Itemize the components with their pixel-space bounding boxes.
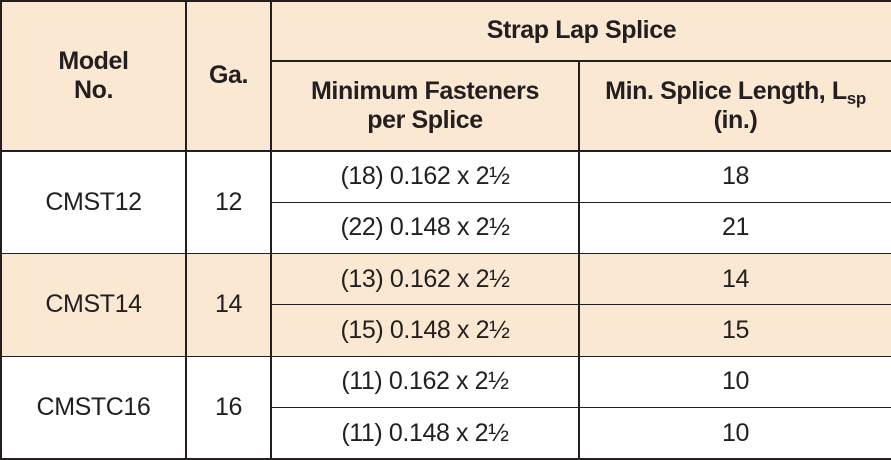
table-header: Model No. Ga. Strap Lap Splice Minimum F…	[0, 0, 891, 152]
cell-fasteners: (13) 0.162 x 2½	[270, 253, 580, 306]
cell-fasteners: (11) 0.162 x 2½	[270, 355, 580, 409]
cell-ga: 16	[185, 355, 272, 460]
cell-fasteners: (11) 0.148 x 2½	[270, 407, 580, 460]
table-row: (11) 0.148 x 2½ 10	[1, 407, 891, 460]
cell-splice-length: 18	[578, 150, 891, 203]
cell-model: CMST14	[0, 253, 187, 357]
header-ga: Ga.	[185, 0, 272, 152]
cell-splice-length: 10	[578, 355, 891, 409]
table-body: CMST12 12 (18) 0.162 x 2½ 18 (22) 0.148 …	[0, 150, 891, 460]
cell-splice-length: 15	[578, 304, 891, 357]
cell-ga: 12	[185, 150, 272, 255]
table-row: CMSTC16 16 (11) 0.162 x 2½ 10	[0, 355, 891, 460]
lsp-subscript: sp	[846, 88, 866, 108]
header-min-splice-length: Min. Splice Length, Lsp (in.)	[578, 60, 891, 152]
cell-fasteners: (18) 0.162 x 2½	[270, 150, 580, 203]
cell-splice-length: 10	[578, 407, 891, 460]
cell-splice-length: 21	[578, 201, 891, 255]
table-row: CMST14 14 (13) 0.162 x 2½ 14	[0, 253, 891, 357]
min-splice-length-unit: (in.)	[713, 106, 758, 134]
header-strap-lap-splice: Strap Lap Splice	[270, 0, 891, 62]
cell-fasteners: (22) 0.148 x 2½	[270, 201, 580, 255]
table-row: (15) 0.148 x 2½ 15	[1, 304, 891, 357]
table-row: CMST12 12 (18) 0.162 x 2½ 18	[0, 150, 891, 255]
cell-model: CMSTC16	[0, 355, 187, 460]
min-splice-length-label: Min. Splice Length, L	[605, 76, 847, 105]
cell-fasteners: (15) 0.148 x 2½	[270, 304, 580, 357]
cell-ga: 14	[185, 253, 272, 357]
header-min-fasteners: Minimum Fasteners per Splice	[270, 60, 580, 152]
cell-model: CMST12	[0, 150, 187, 255]
table-row: (22) 0.148 x 2½ 21	[1, 201, 891, 255]
header-model-no: Model No.	[0, 0, 187, 152]
cell-splice-length: 14	[578, 253, 891, 306]
